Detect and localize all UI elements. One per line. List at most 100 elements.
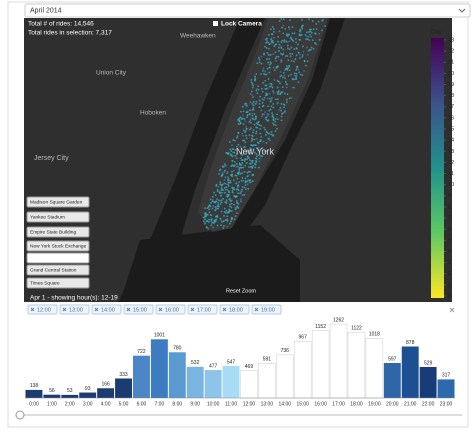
location-button-label[interactable]: Times Square <box>30 280 60 286</box>
bar[interactable] <box>115 378 132 398</box>
lock-camera[interactable]: Lock Camera <box>213 21 262 28</box>
chip-remove[interactable] <box>222 307 227 312</box>
hour-chip[interactable] <box>91 304 122 315</box>
chip-remove[interactable] <box>62 307 67 312</box>
bar[interactable] <box>294 341 312 399</box>
total-rides: Total # of rides: 14,546 <box>28 21 94 28</box>
bar[interactable] <box>97 388 115 398</box>
hour-chip[interactable] <box>251 304 282 315</box>
bar[interactable] <box>240 370 258 399</box>
bar[interactable] <box>347 331 366 399</box>
hour-chip-label[interactable]: 12:00 <box>37 307 51 313</box>
x-tick-label: 2:00 <box>65 401 75 407</box>
chip-remove[interactable] <box>30 307 35 312</box>
ride-point <box>231 154 234 157</box>
ride-point <box>249 109 251 112</box>
ride-point <box>317 20 320 23</box>
location-button[interactable] <box>26 277 90 289</box>
ride-point <box>234 215 237 218</box>
ride-point <box>285 83 288 86</box>
chip-remove[interactable] <box>126 307 131 312</box>
clear-filters[interactable] <box>449 307 455 313</box>
hour-chip-label[interactable]: 13:00 <box>69 307 83 313</box>
bar[interactable] <box>419 366 437 398</box>
lock-checkbox[interactable] <box>213 21 218 26</box>
hour-chip-label[interactable]: 14:00 <box>101 307 115 313</box>
bar[interactable] <box>150 339 168 398</box>
chip-remove[interactable] <box>158 307 163 312</box>
hour-chip[interactable] <box>123 304 154 315</box>
ride-point <box>270 83 273 86</box>
location-button-label[interactable]: New York Stock Exchange <box>30 243 87 249</box>
bar[interactable] <box>168 352 186 398</box>
chip-remove[interactable] <box>254 307 259 312</box>
hour-chip[interactable] <box>59 304 90 315</box>
hour-chip[interactable] <box>155 304 186 315</box>
location-button[interactable] <box>26 252 90 264</box>
bar[interactable] <box>186 366 204 398</box>
ride-point <box>291 26 294 28</box>
hour-chip[interactable] <box>187 304 218 315</box>
ride-point <box>288 48 291 51</box>
ride-point <box>244 181 247 184</box>
bar[interactable] <box>365 338 384 399</box>
bar[interactable] <box>43 394 61 398</box>
bar[interactable] <box>329 323 348 399</box>
ride-point <box>312 47 315 50</box>
ride-point <box>246 156 249 158</box>
location-button[interactable] <box>26 240 90 252</box>
ride-point <box>244 184 247 186</box>
reset-zoom[interactable]: Reset Zoom <box>226 288 256 294</box>
dropdown-box[interactable] <box>24 3 471 18</box>
clear-icon[interactable] <box>449 307 455 313</box>
month-dropdown[interactable]: April 2014 <box>24 3 471 18</box>
ride-point <box>268 109 271 112</box>
hour-chip-label[interactable]: 18:00 <box>229 307 243 313</box>
ride-point <box>204 207 207 209</box>
bar[interactable] <box>401 346 419 398</box>
ride-point <box>258 59 261 61</box>
ride-point <box>270 99 273 102</box>
bar[interactable] <box>61 394 79 398</box>
ride-point <box>270 130 273 133</box>
bar[interactable] <box>25 389 43 398</box>
slider-handle[interactable] <box>15 410 25 420</box>
map[interactable] <box>24 17 452 302</box>
location-button[interactable] <box>26 226 90 238</box>
hour-chip-label[interactable]: 17:00 <box>197 307 211 313</box>
bar[interactable] <box>276 354 294 399</box>
chip-remove[interactable] <box>190 307 195 312</box>
location-button[interactable] <box>26 264 90 276</box>
ride-point <box>272 66 275 69</box>
bar[interactable] <box>437 379 455 398</box>
hour-chip-label[interactable]: 19:00 <box>261 307 275 313</box>
bar[interactable] <box>204 370 222 398</box>
bar[interactable] <box>133 355 150 398</box>
bar[interactable] <box>222 365 240 398</box>
ride-point <box>272 53 275 56</box>
hour-chip-label[interactable]: 15:00 <box>133 307 147 313</box>
hour-chip[interactable] <box>27 304 58 315</box>
dropdown-chevron[interactable] <box>458 8 466 13</box>
ride-point <box>282 24 285 27</box>
bar[interactable] <box>258 363 276 399</box>
hour-chip-label[interactable]: 16:00 <box>165 307 179 313</box>
bar[interactable] <box>383 362 401 398</box>
hour-chip[interactable] <box>219 304 250 315</box>
bar[interactable] <box>79 392 97 398</box>
location-button-label[interactable]: Yankee Stadium <box>30 214 65 220</box>
location-button[interactable] <box>26 196 90 208</box>
ride-point <box>216 214 219 217</box>
lock-camera-label[interactable]: Lock Camera <box>221 21 262 28</box>
location-button-label[interactable]: Empire State Building <box>30 229 76 235</box>
location-button[interactable] <box>26 211 90 223</box>
ride-point <box>223 187 226 189</box>
chip-remove[interactable] <box>94 307 99 312</box>
ride-point <box>236 205 239 208</box>
dropdown-value[interactable]: April 2014 <box>30 7 62 14</box>
bar[interactable] <box>311 330 330 399</box>
ride-point <box>264 134 267 136</box>
location-button-label[interactable]: Grand Central Station <box>30 267 77 273</box>
ride-point <box>282 112 284 115</box>
location-button-label[interactable]: Madison Square Garden <box>30 199 83 205</box>
